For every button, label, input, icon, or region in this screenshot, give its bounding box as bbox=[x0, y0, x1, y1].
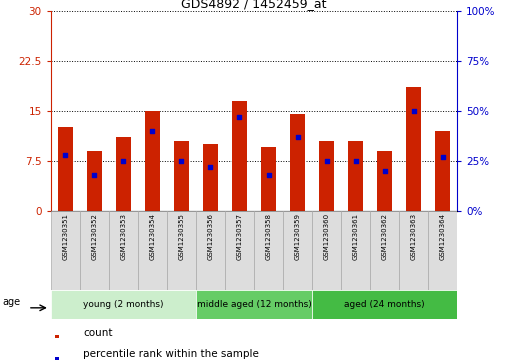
Bar bbox=[51, 290, 196, 319]
Text: young (2 months): young (2 months) bbox=[83, 301, 164, 309]
Bar bbox=[312, 290, 457, 319]
Text: aged (24 months): aged (24 months) bbox=[344, 301, 425, 309]
Bar bbox=[167, 211, 196, 290]
Bar bbox=[55, 357, 58, 359]
Bar bbox=[109, 211, 138, 290]
Text: GSM1230353: GSM1230353 bbox=[120, 213, 126, 260]
Bar bbox=[51, 211, 80, 290]
Point bbox=[119, 158, 128, 163]
Bar bbox=[58, 127, 73, 211]
Bar bbox=[348, 140, 363, 211]
Point bbox=[352, 158, 360, 163]
Text: GSM1230364: GSM1230364 bbox=[440, 213, 446, 260]
Point bbox=[235, 114, 243, 120]
Text: GSM1230363: GSM1230363 bbox=[410, 213, 417, 260]
Bar bbox=[116, 137, 131, 211]
Bar bbox=[290, 114, 305, 211]
Text: GSM1230355: GSM1230355 bbox=[178, 213, 184, 260]
Bar bbox=[80, 211, 109, 290]
Bar bbox=[261, 147, 276, 211]
Title: GDS4892 / 1452459_at: GDS4892 / 1452459_at bbox=[181, 0, 327, 10]
Bar bbox=[341, 211, 370, 290]
Text: GSM1230359: GSM1230359 bbox=[295, 213, 301, 260]
Bar bbox=[225, 211, 254, 290]
Text: GSM1230354: GSM1230354 bbox=[149, 213, 155, 260]
Text: GSM1230360: GSM1230360 bbox=[324, 213, 330, 260]
Point bbox=[323, 158, 331, 163]
Bar bbox=[435, 131, 450, 211]
Bar bbox=[196, 211, 225, 290]
Bar bbox=[377, 151, 392, 211]
Bar bbox=[399, 211, 428, 290]
Bar bbox=[196, 290, 312, 319]
Bar bbox=[320, 140, 334, 211]
Point bbox=[294, 134, 302, 139]
Bar bbox=[138, 211, 167, 290]
Point bbox=[61, 152, 70, 158]
Text: GSM1230352: GSM1230352 bbox=[91, 213, 98, 260]
Bar bbox=[406, 87, 421, 211]
Point bbox=[409, 108, 418, 114]
Bar bbox=[55, 335, 58, 338]
Bar bbox=[312, 211, 341, 290]
Point bbox=[177, 158, 185, 163]
Bar bbox=[203, 144, 218, 211]
Bar bbox=[370, 211, 399, 290]
Point bbox=[206, 164, 214, 170]
Text: GSM1230358: GSM1230358 bbox=[266, 213, 271, 260]
Text: count: count bbox=[83, 327, 113, 338]
Point bbox=[265, 172, 273, 178]
Point bbox=[438, 154, 447, 160]
Bar bbox=[428, 211, 457, 290]
Text: percentile rank within the sample: percentile rank within the sample bbox=[83, 349, 259, 359]
Text: GSM1230357: GSM1230357 bbox=[237, 213, 242, 260]
Text: GSM1230351: GSM1230351 bbox=[62, 213, 68, 260]
Text: middle aged (12 months): middle aged (12 months) bbox=[197, 301, 311, 309]
Bar bbox=[174, 140, 188, 211]
Bar bbox=[232, 101, 247, 211]
Bar bbox=[145, 111, 160, 211]
Bar bbox=[254, 211, 283, 290]
Point bbox=[148, 128, 156, 134]
Bar bbox=[87, 151, 102, 211]
Text: GSM1230362: GSM1230362 bbox=[382, 213, 388, 260]
Point bbox=[380, 168, 389, 174]
Bar bbox=[283, 211, 312, 290]
Text: GSM1230356: GSM1230356 bbox=[207, 213, 213, 260]
Text: age: age bbox=[3, 297, 21, 307]
Point bbox=[90, 172, 99, 178]
Text: GSM1230361: GSM1230361 bbox=[353, 213, 359, 260]
